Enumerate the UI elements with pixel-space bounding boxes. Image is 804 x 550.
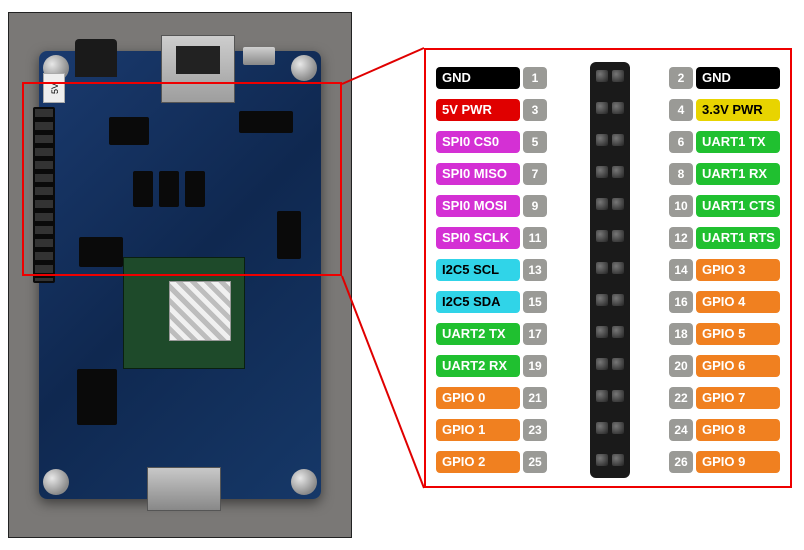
- pin-row: SPI0 CS05 6UART1 TX: [436, 130, 780, 154]
- barrel-jack-icon: [75, 39, 117, 77]
- screw-icon: [291, 469, 317, 495]
- pin-label-22: GPIO 7: [696, 387, 780, 409]
- pin-num-16: 16: [669, 291, 693, 313]
- pin-num-24: 24: [669, 419, 693, 441]
- pin-row: GND12GND: [436, 66, 780, 90]
- screw-icon: [291, 55, 317, 81]
- pin-num-15: 15: [523, 291, 547, 313]
- pin-num-25: 25: [523, 451, 547, 473]
- pin-num-1: 1: [523, 67, 547, 89]
- pin-row: UART2 RX19 20GPIO 6: [436, 354, 780, 378]
- pin-num-14: 14: [669, 259, 693, 281]
- screw-icon: [43, 469, 69, 495]
- pin-label-4: 3.3V PWR: [696, 99, 780, 121]
- pin-label-20: GPIO 6: [696, 355, 780, 377]
- pin-row: I2C5 SCL13 14GPIO 3: [436, 258, 780, 282]
- pin-label-18: GPIO 5: [696, 323, 780, 345]
- pin-row: GPIO 021 22GPIO 7: [436, 386, 780, 410]
- pin-num-9: 9: [523, 195, 547, 217]
- pin-num-20: 20: [669, 355, 693, 377]
- pin-label-17: UART2 TX: [436, 323, 520, 345]
- pin-label-12: UART1 RTS: [696, 227, 780, 249]
- pin-label-2: GND: [696, 67, 780, 89]
- pin-num-17: 17: [523, 323, 547, 345]
- pin-row: SPI0 SCLK11 12UART1 RTS: [436, 226, 780, 250]
- chip-icon: [277, 211, 301, 259]
- pin-label-23: GPIO 1: [436, 419, 520, 441]
- pin-row: GPIO 123 24GPIO 8: [436, 418, 780, 442]
- pin-num-6: 6: [669, 131, 693, 153]
- chip-icon: [109, 117, 149, 145]
- usb-port-icon: [147, 467, 221, 511]
- microusb-port-icon: [243, 47, 275, 65]
- pin-row: GPIO 225 26GPIO 9: [436, 450, 780, 474]
- pin-num-2: 2: [669, 67, 693, 89]
- pin-num-5: 5: [523, 131, 547, 153]
- pin-label-5: SPI0 CS0: [436, 131, 520, 153]
- pin-num-21: 21: [523, 387, 547, 409]
- pin-label-11: SPI0 SCLK: [436, 227, 520, 249]
- pin-row: 5V PWR3 43.3V PWR: [436, 98, 780, 122]
- voltage-label: 5V: [43, 73, 65, 103]
- pin-row: I2C5 SDA15 16GPIO 4: [436, 290, 780, 314]
- pin-num-8: 8: [669, 163, 693, 185]
- pin-row: UART2 TX17 18GPIO 5: [436, 322, 780, 346]
- chip-icon: [159, 171, 179, 207]
- pin-num-19: 19: [523, 355, 547, 377]
- pcb: 5V: [39, 51, 321, 499]
- pin-num-23: 23: [523, 419, 547, 441]
- pin-label-8: UART1 RX: [696, 163, 780, 185]
- pin-label-1: GND: [436, 67, 520, 89]
- pin-label-13: I2C5 SCL: [436, 259, 520, 281]
- chip-icon: [133, 171, 153, 207]
- pin-num-12: 12: [669, 227, 693, 249]
- pin-num-3: 3: [523, 99, 547, 121]
- pin-label-26: GPIO 9: [696, 451, 780, 473]
- pin-num-22: 22: [669, 387, 693, 409]
- pin-label-10: UART1 CTS: [696, 195, 780, 217]
- pin-num-26: 26: [669, 451, 693, 473]
- pinout-table: GND12GND5V PWR343.3V PWRSPI0 CS056UART1 …: [436, 66, 780, 470]
- pin-label-14: GPIO 3: [696, 259, 780, 281]
- chip-icon: [185, 171, 205, 207]
- ethernet-port-icon: [161, 35, 235, 103]
- board-photo: 5V: [8, 12, 352, 538]
- pin-label-25: GPIO 2: [436, 451, 520, 473]
- heatsink-icon: [169, 281, 231, 341]
- pin-label-3: 5V PWR: [436, 99, 520, 121]
- pin-num-13: 13: [523, 259, 547, 281]
- pin-num-4: 4: [669, 99, 693, 121]
- pin-num-11: 11: [523, 227, 547, 249]
- pin-label-15: I2C5 SDA: [436, 291, 520, 313]
- pin-label-9: SPI0 MOSI: [436, 195, 520, 217]
- chip-icon: [77, 369, 117, 425]
- pin-num-10: 10: [669, 195, 693, 217]
- pin-num-7: 7: [523, 163, 547, 185]
- pin-label-6: UART1 TX: [696, 131, 780, 153]
- chip-icon: [79, 237, 123, 267]
- pin-row: SPI0 MOSI9 10UART1 CTS: [436, 194, 780, 218]
- pin-num-18: 18: [669, 323, 693, 345]
- pin-label-24: GPIO 8: [696, 419, 780, 441]
- pin-label-16: GPIO 4: [696, 291, 780, 313]
- pin-row: SPI0 MISO7 8UART1 RX: [436, 162, 780, 186]
- chip-icon: [239, 111, 293, 133]
- pin-label-7: SPI0 MISO: [436, 163, 520, 185]
- pinout-callout: GND12GND5V PWR343.3V PWRSPI0 CS056UART1 …: [424, 48, 792, 488]
- gpio-header-icon: [33, 107, 55, 283]
- pin-label-21: GPIO 0: [436, 387, 520, 409]
- pin-label-19: UART2 RX: [436, 355, 520, 377]
